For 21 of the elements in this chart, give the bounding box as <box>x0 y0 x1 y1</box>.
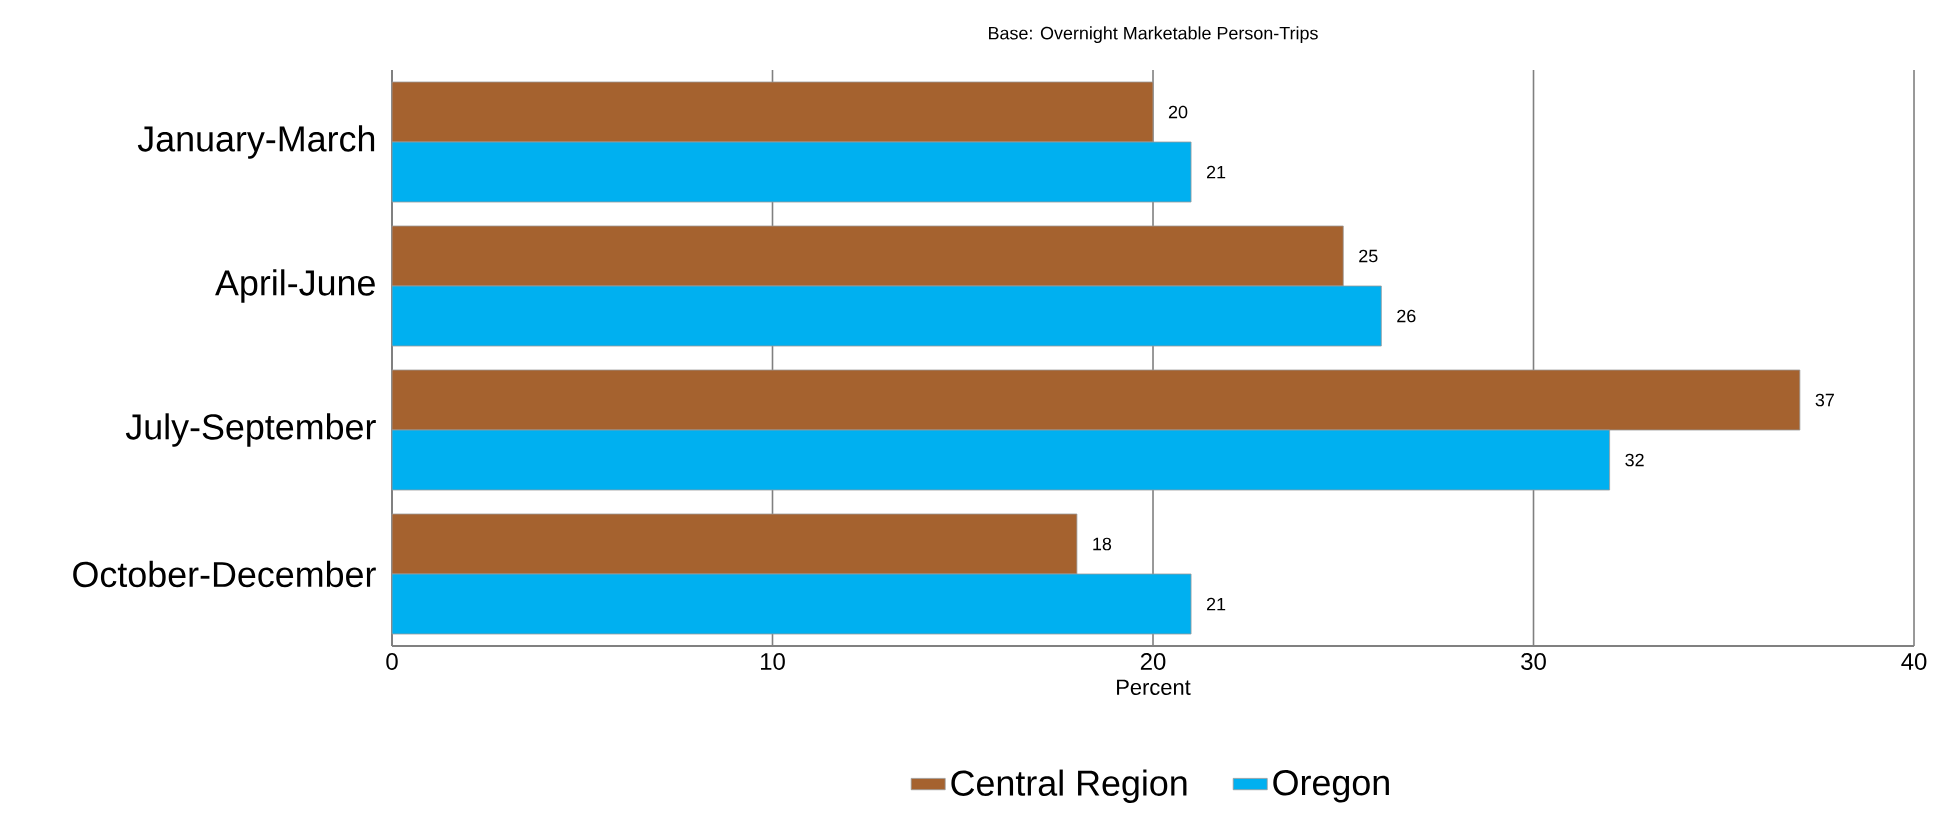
chart-title: Base: Overnight Marketable Person-Trips <box>989 26 1318 44</box>
x-tick-label: 20 <box>1140 653 1166 670</box>
y-tick-label: October-December <box>73 560 376 588</box>
legend-label: Oregon <box>1273 770 1389 803</box>
data-label: 20 <box>1168 105 1188 119</box>
x-tick-label: 10 <box>761 653 785 670</box>
y-tick-label: April-June <box>215 269 375 303</box>
data-label: 21 <box>1207 597 1226 611</box>
data-label: 26 <box>1397 309 1416 323</box>
legend-label: Central Region <box>951 769 1187 803</box>
x-axis-title: Percent <box>1117 679 1191 695</box>
data-label: 37 <box>1815 393 1834 407</box>
x-tick-label: 30 <box>1521 653 1546 670</box>
data-label: 32 <box>1625 453 1644 467</box>
y-tick-label: January-March <box>137 125 375 159</box>
x-tick-label: 40 <box>1901 653 1927 670</box>
data-label: 25 <box>1359 249 1378 263</box>
x-tick-label: 0 <box>386 653 398 670</box>
data-label: 21 <box>1207 165 1226 179</box>
y-tick-label: July-September <box>125 413 376 447</box>
data-label: 18 <box>1093 537 1112 551</box>
